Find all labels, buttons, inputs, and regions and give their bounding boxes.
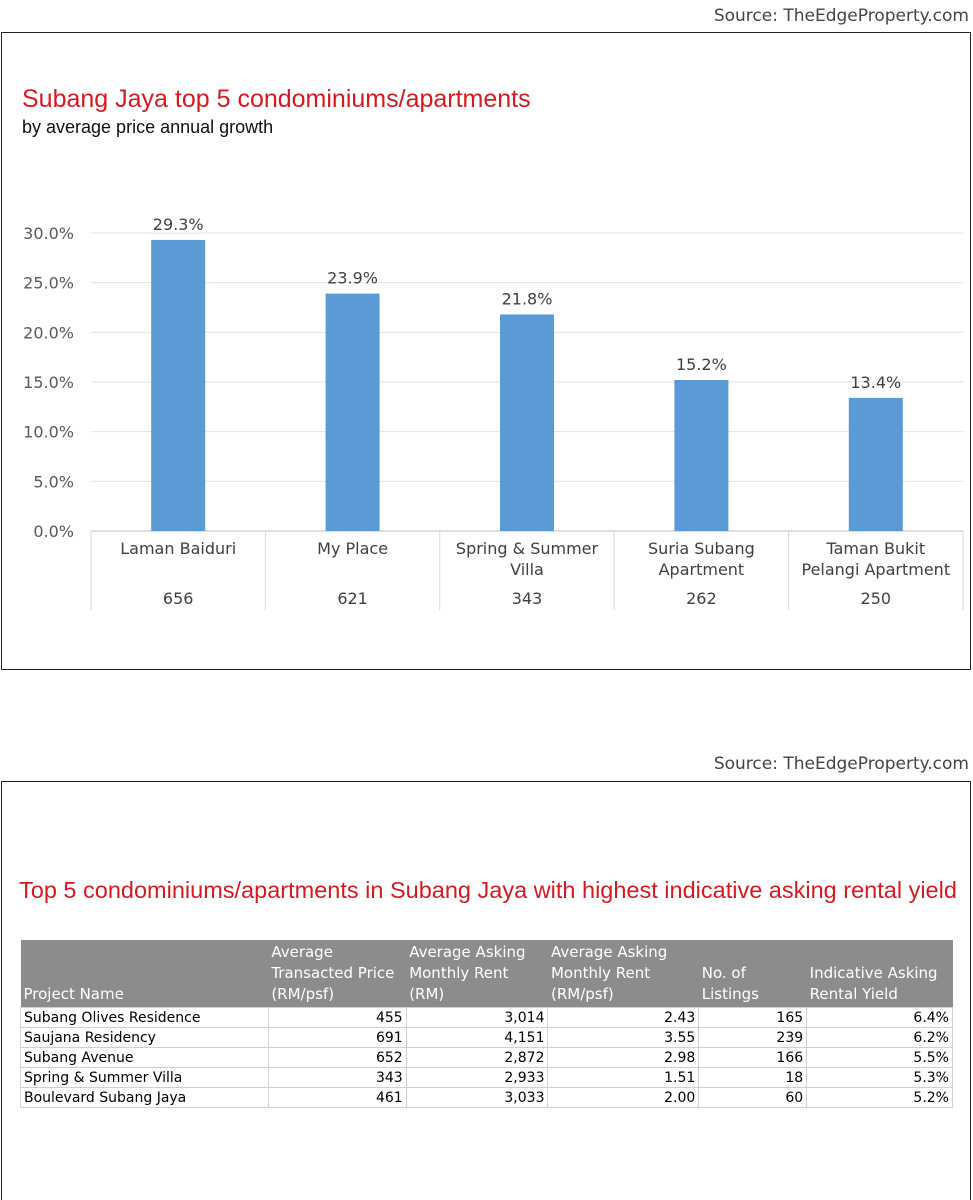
table-cell: 2.43 xyxy=(547,1007,700,1028)
column-header: Indicative Asking Rental Yield xyxy=(806,940,953,1008)
table-cell: 3,033 xyxy=(405,1087,549,1108)
y-tick-label: 30.0% xyxy=(23,224,74,243)
table-cell: 343 xyxy=(267,1067,407,1088)
data-label: 13.4% xyxy=(850,373,901,392)
table-cell: 2.00 xyxy=(547,1087,700,1108)
table-row: Subang Avenue 652 2,872 2.98 166 5.5% xyxy=(20,1047,953,1068)
table-cell: 5.2% xyxy=(806,1087,953,1108)
bar xyxy=(500,314,554,531)
table-cell: 6.4% xyxy=(806,1007,953,1028)
table-cell: 652 xyxy=(267,1047,407,1068)
data-label: 23.9% xyxy=(327,269,378,288)
table-cell: 60 xyxy=(698,1087,808,1108)
table-header-row: Project Name Average Transacted Price (RM/p… xyxy=(20,940,953,1008)
table-row: Subang Olives Residence 455 3,014 2.43 165 6.… xyxy=(20,1007,953,1028)
table-cell: Boulevard Subang Jaya xyxy=(20,1087,269,1108)
table-cell: 2,933 xyxy=(405,1067,549,1088)
table-cell: 5.5% xyxy=(806,1047,953,1068)
y-tick-label: 25.0% xyxy=(23,274,74,293)
secondary-value-label: 656 xyxy=(163,589,194,608)
table-row: Spring & Summer Villa 343 2,933 1.51 18 5.3% xyxy=(20,1067,953,1088)
rental-yield-table: Project Name Average Transacted Price (RM/p… xyxy=(20,940,953,1108)
table-body: Subang Olives Residence 455 3,014 2.43 165 6.… xyxy=(20,1007,953,1108)
bar xyxy=(325,293,380,531)
chart-subtitle: by average price annual growth xyxy=(22,117,274,137)
table-cell: 239 xyxy=(698,1027,808,1048)
table-row: Boulevard Subang Jaya 461 3,033 2.00 60 5.2% xyxy=(20,1087,953,1108)
bar xyxy=(674,380,729,531)
data-label: 29.3% xyxy=(153,215,204,234)
x-tick-label: Taman Bukit xyxy=(825,539,925,558)
y-tick-label: 20.0% xyxy=(23,323,74,342)
table-cell: 461 xyxy=(267,1087,407,1108)
table-cell: 1.51 xyxy=(547,1067,700,1088)
y-tick-label: 15.0% xyxy=(23,373,74,392)
table-cell: 6.2% xyxy=(806,1027,953,1048)
column-header: Average Asking Monthly Rent (RM) xyxy=(406,940,548,1008)
x-tick-label: My Place xyxy=(317,539,388,558)
bar-chart: 0.0% 5.0% 10.0% 15.0% 20.0% 25.0% 30.0% 29.3% La… xyxy=(23,215,964,610)
secondary-value-label: 343 xyxy=(512,589,543,608)
data-label: 21.8% xyxy=(502,289,553,308)
table-cell: 3.55 xyxy=(547,1027,700,1048)
y-tick-label: 5.0% xyxy=(33,472,74,491)
data-label: 15.2% xyxy=(676,355,727,374)
column-header: No. of Listings xyxy=(698,940,807,1008)
table-cell: 3,014 xyxy=(405,1007,549,1028)
x-tick-label: Pelangi Apartment xyxy=(801,560,950,579)
y-tick-label: 10.0% xyxy=(23,423,74,442)
source-label-bottom: Source: TheEdgeProperty.com xyxy=(713,754,969,774)
table-cell: 5.3% xyxy=(806,1067,953,1088)
table-cell: 691 xyxy=(267,1027,407,1048)
table-cell: Subang Avenue xyxy=(20,1047,269,1068)
table-cell: Subang Olives Residence xyxy=(20,1007,269,1028)
table-cell: 165 xyxy=(698,1007,808,1028)
table-cell: 4,151 xyxy=(405,1027,549,1048)
y-tick-label: 0.0% xyxy=(33,522,74,541)
column-header: Average Transacted Price (RM/psf) xyxy=(268,940,407,1008)
table-cell: 18 xyxy=(698,1067,808,1088)
table-row: Saujana Residency 691 4,151 3.55 239 6.2% xyxy=(20,1027,953,1048)
bar xyxy=(151,239,206,531)
secondary-value-label: 262 xyxy=(686,589,717,608)
secondary-value-label: 250 xyxy=(861,589,892,608)
chart-title: Subang Jaya top 5 condominiums/apartment… xyxy=(22,85,531,113)
secondary-value-label: 621 xyxy=(337,589,368,608)
source-label-top: Source: TheEdgeProperty.com xyxy=(713,6,969,26)
x-tick-label: Suria Subang xyxy=(648,539,755,558)
column-header: Average Asking Monthly Rent (RM/psf) xyxy=(547,940,699,1008)
table-cell: 455 xyxy=(267,1007,407,1028)
table-title: Top 5 condominiums/apartments in Subang … xyxy=(19,877,957,903)
table-cell: Saujana Residency xyxy=(20,1027,269,1048)
column-header: Project Name xyxy=(20,940,269,1008)
table-cell: 2,872 xyxy=(405,1047,549,1068)
table-cell: 166 xyxy=(698,1047,808,1068)
x-tick-label: Villa xyxy=(510,560,544,579)
x-tick-label: Spring & Summer xyxy=(456,539,599,558)
table-cell: 2.98 xyxy=(547,1047,700,1068)
bar xyxy=(848,397,903,531)
table-cell: Spring & Summer Villa xyxy=(20,1067,269,1088)
x-tick-label: Laman Baiduri xyxy=(120,539,236,558)
x-tick-label: Apartment xyxy=(659,560,745,579)
